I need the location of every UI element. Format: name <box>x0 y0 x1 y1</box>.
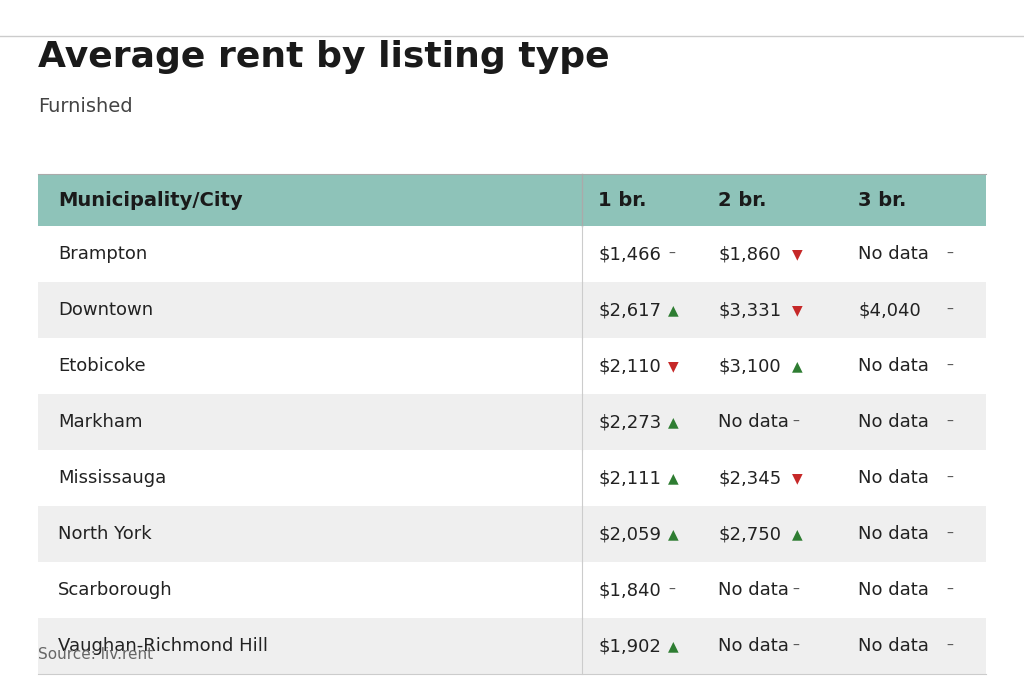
Text: ▲: ▲ <box>668 415 679 429</box>
Text: $1,902: $1,902 <box>598 637 660 655</box>
Text: No data: No data <box>858 525 929 543</box>
Text: $2,059: $2,059 <box>598 525 662 543</box>
Text: No data: No data <box>718 413 788 431</box>
Text: No data: No data <box>718 581 788 599</box>
Text: ▲: ▲ <box>792 527 803 541</box>
Text: Etobicoke: Etobicoke <box>58 357 145 375</box>
Text: Brampton: Brampton <box>58 245 147 263</box>
Text: No data: No data <box>718 637 788 655</box>
Text: ▼: ▼ <box>792 303 803 317</box>
Bar <box>38 226 986 282</box>
Bar <box>38 282 986 338</box>
Text: $2,617: $2,617 <box>598 301 662 319</box>
Text: –: – <box>946 415 953 429</box>
Bar <box>38 394 986 450</box>
Text: North York: North York <box>58 525 152 543</box>
Text: No data: No data <box>858 245 929 263</box>
Text: $1,860: $1,860 <box>718 245 780 263</box>
Text: $2,110: $2,110 <box>598 357 660 375</box>
Text: $2,273: $2,273 <box>598 413 662 431</box>
Text: Mississauga: Mississauga <box>58 469 166 487</box>
Text: –: – <box>946 247 953 261</box>
Text: $2,750: $2,750 <box>718 525 781 543</box>
Text: $2,345: $2,345 <box>718 469 781 487</box>
Text: No data: No data <box>858 637 929 655</box>
Text: Vaughan-Richmond Hill: Vaughan-Richmond Hill <box>58 637 268 655</box>
Text: –: – <box>792 583 799 597</box>
Text: –: – <box>792 639 799 653</box>
Text: Markham: Markham <box>58 413 142 431</box>
Text: –: – <box>946 303 953 317</box>
Text: Downtown: Downtown <box>58 301 154 319</box>
Text: ▲: ▲ <box>668 639 679 653</box>
Text: $3,100: $3,100 <box>718 357 780 375</box>
Text: Municipality/City: Municipality/City <box>58 191 243 209</box>
Bar <box>38 618 986 674</box>
Text: –: – <box>668 583 675 597</box>
Bar <box>38 562 986 618</box>
Text: $3,331: $3,331 <box>718 301 781 319</box>
Text: ▲: ▲ <box>668 303 679 317</box>
Text: –: – <box>946 583 953 597</box>
Text: 3 br.: 3 br. <box>858 191 906 209</box>
Text: ▼: ▼ <box>792 471 803 485</box>
Text: $4,040: $4,040 <box>858 301 921 319</box>
Bar <box>38 338 986 394</box>
Text: ▼: ▼ <box>668 359 679 373</box>
Bar <box>38 174 986 226</box>
Text: $1,466: $1,466 <box>598 245 660 263</box>
Text: Furnished: Furnished <box>38 97 133 116</box>
Bar <box>38 450 986 506</box>
Text: ▲: ▲ <box>668 527 679 541</box>
Text: Average rent by listing type: Average rent by listing type <box>38 40 609 74</box>
Text: $2,111: $2,111 <box>598 469 660 487</box>
Text: ▲: ▲ <box>792 359 803 373</box>
Text: No data: No data <box>858 357 929 375</box>
Text: –: – <box>946 639 953 653</box>
Text: 1 br.: 1 br. <box>598 191 646 209</box>
Text: No data: No data <box>858 413 929 431</box>
Bar <box>38 506 986 562</box>
Text: –: – <box>946 527 953 541</box>
Text: –: – <box>792 415 799 429</box>
Text: –: – <box>946 359 953 373</box>
Text: –: – <box>668 247 675 261</box>
Text: No data: No data <box>858 581 929 599</box>
Text: –: – <box>946 471 953 485</box>
Text: Scarborough: Scarborough <box>58 581 173 599</box>
Text: ▼: ▼ <box>792 247 803 261</box>
Text: ▲: ▲ <box>668 471 679 485</box>
Text: $1,840: $1,840 <box>598 581 660 599</box>
Text: Source: liv.rent: Source: liv.rent <box>38 647 154 662</box>
Text: No data: No data <box>858 469 929 487</box>
Text: 2 br.: 2 br. <box>718 191 767 209</box>
